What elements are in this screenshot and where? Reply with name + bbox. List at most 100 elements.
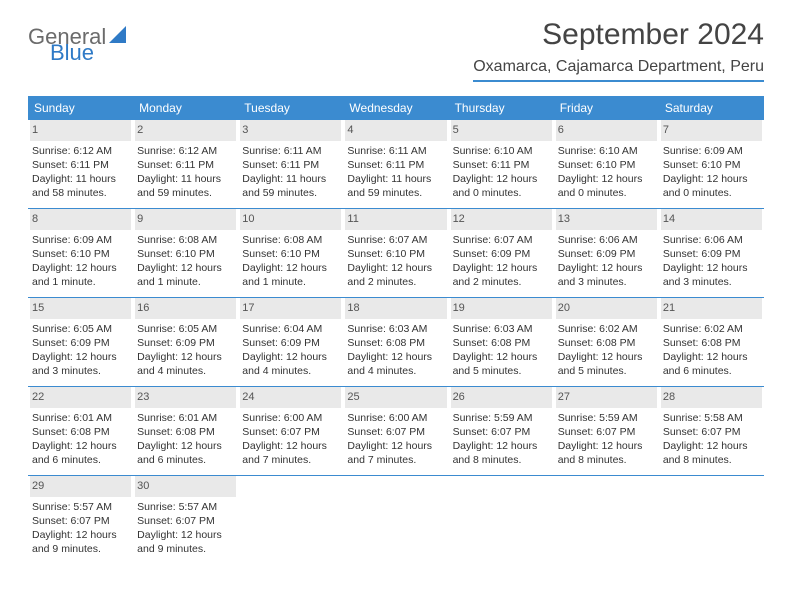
day-number: 15 <box>30 298 131 319</box>
day-info-line: Sunset: 6:08 PM <box>30 425 131 439</box>
day-info-line: Sunset: 6:08 PM <box>451 336 552 350</box>
day-info-line: Sunset: 6:11 PM <box>30 158 131 172</box>
day-info-line: Sunrise: 6:12 AM <box>135 144 236 158</box>
day-info-line: Daylight: 11 hours <box>345 172 446 186</box>
day-info-line: Daylight: 11 hours <box>135 172 236 186</box>
day-header: Monday <box>133 96 238 120</box>
day-info-line: and 59 minutes. <box>135 186 236 200</box>
calendar-day: 13Sunrise: 6:06 AMSunset: 6:09 PMDayligh… <box>554 209 659 297</box>
calendar-week: 1Sunrise: 6:12 AMSunset: 6:11 PMDaylight… <box>28 120 764 208</box>
calendar-day: 25Sunrise: 6:00 AMSunset: 6:07 PMDayligh… <box>343 387 448 475</box>
day-header: Tuesday <box>238 96 343 120</box>
day-info-line: Sunrise: 6:03 AM <box>345 322 446 336</box>
day-number: 10 <box>240 209 341 230</box>
day-info-line: and 8 minutes. <box>451 453 552 467</box>
day-number: 5 <box>451 120 552 141</box>
day-info-line: and 0 minutes. <box>556 186 657 200</box>
day-info-line: Daylight: 12 hours <box>240 350 341 364</box>
day-info-line: Sunrise: 6:10 AM <box>451 144 552 158</box>
calendar: Sunday Monday Tuesday Wednesday Thursday… <box>28 96 764 564</box>
day-info-line: Sunrise: 6:12 AM <box>30 144 131 158</box>
day-info-line: Sunrise: 6:01 AM <box>30 411 131 425</box>
day-info-line: Daylight: 12 hours <box>30 528 131 542</box>
day-info-line: Daylight: 12 hours <box>345 439 446 453</box>
day-number: 26 <box>451 387 552 408</box>
day-info-line: Sunset: 6:10 PM <box>345 247 446 261</box>
day-info-line: Sunrise: 5:58 AM <box>661 411 762 425</box>
day-number: 12 <box>451 209 552 230</box>
day-number: 14 <box>661 209 762 230</box>
day-number: 30 <box>135 476 236 497</box>
day-number: 17 <box>240 298 341 319</box>
day-info-line: and 59 minutes. <box>345 186 446 200</box>
day-info-line: and 2 minutes. <box>345 275 446 289</box>
day-info-line: Sunrise: 6:04 AM <box>240 322 341 336</box>
day-info-line: and 6 minutes. <box>30 453 131 467</box>
day-info-line: Daylight: 11 hours <box>240 172 341 186</box>
day-info-line: Sunrise: 6:00 AM <box>240 411 341 425</box>
day-info-line: Sunrise: 6:00 AM <box>345 411 446 425</box>
day-number: 8 <box>30 209 131 230</box>
day-info-line: Sunset: 6:08 PM <box>135 425 236 439</box>
day-number: 11 <box>345 209 446 230</box>
day-info-line: Daylight: 12 hours <box>451 261 552 275</box>
day-number: 23 <box>135 387 236 408</box>
calendar-day: 17 Sunrise: 6:04 AMSunset: 6:09 PMDayligh… <box>238 298 343 386</box>
day-info-line: Sunrise: 6:06 AM <box>556 233 657 247</box>
day-info-line: Sunset: 6:11 PM <box>240 158 341 172</box>
day-info-line: Sunrise: 6:07 AM <box>345 233 446 247</box>
day-info-line: Sunset: 6:07 PM <box>135 514 236 528</box>
day-info-line: Sunset: 6:08 PM <box>345 336 446 350</box>
day-info-line: Sunrise: 6:09 AM <box>30 233 131 247</box>
calendar-day: 5 Sunrise: 6:10 AMSunset: 6:11 PMDaylight… <box>449 120 554 208</box>
day-info-line: Daylight: 12 hours <box>556 172 657 186</box>
title-block: September 2024 Oxamarca, Cajamarca Depar… <box>473 18 764 82</box>
day-info-line: Daylight: 12 hours <box>30 350 131 364</box>
day-info-line: Daylight: 12 hours <box>661 350 762 364</box>
header-row: General September 2024 Oxamarca, Cajamar… <box>28 18 764 82</box>
day-info-line: Sunset: 6:10 PM <box>661 158 762 172</box>
day-info-line: Daylight: 12 hours <box>345 261 446 275</box>
month-title: September 2024 <box>473 18 764 52</box>
day-info-line: and 3 minutes. <box>556 275 657 289</box>
day-info-line: and 3 minutes. <box>30 364 131 378</box>
day-info-line: Sunset: 6:11 PM <box>345 158 446 172</box>
day-info-line: Daylight: 12 hours <box>135 528 236 542</box>
day-info-line: and 6 minutes. <box>661 364 762 378</box>
day-info-line: and 59 minutes. <box>240 186 341 200</box>
day-info-line: Sunset: 6:09 PM <box>30 336 131 350</box>
day-info-line: Sunset: 6:11 PM <box>451 158 552 172</box>
calendar-day <box>449 476 554 564</box>
day-info-line: Sunrise: 6:08 AM <box>240 233 341 247</box>
calendar-day: 18Sunrise: 6:03 AMSunset: 6:08 PMDayligh… <box>343 298 448 386</box>
day-info-line: Sunset: 6:07 PM <box>345 425 446 439</box>
calendar-day: 21Sunrise: 6:02 AMSunset: 6:08 PMDayligh… <box>659 298 764 386</box>
day-info-line: Sunset: 6:09 PM <box>240 336 341 350</box>
day-number: 24 <box>240 387 341 408</box>
day-info-line: Daylight: 12 hours <box>451 172 552 186</box>
day-info-line: Daylight: 12 hours <box>661 172 762 186</box>
day-info-line: Sunset: 6:10 PM <box>240 247 341 261</box>
day-number: 21 <box>661 298 762 319</box>
day-number: 27 <box>556 387 657 408</box>
day-info-line: Daylight: 12 hours <box>661 439 762 453</box>
day-info-line: Sunset: 6:10 PM <box>556 158 657 172</box>
day-info-line: Daylight: 12 hours <box>240 261 341 275</box>
day-info-line: Sunset: 6:08 PM <box>556 336 657 350</box>
location-subtitle: Oxamarca, Cajamarca Department, Peru <box>473 58 764 82</box>
day-info-line: Daylight: 12 hours <box>135 439 236 453</box>
day-info-line: and 5 minutes. <box>556 364 657 378</box>
day-info-line: and 3 minutes. <box>661 275 762 289</box>
calendar-day: 27Sunrise: 5:59 AMSunset: 6:07 PMDayligh… <box>554 387 659 475</box>
day-header: Friday <box>554 96 659 120</box>
day-info-line: and 5 minutes. <box>451 364 552 378</box>
day-info-line: Daylight: 12 hours <box>135 350 236 364</box>
day-info-line: Sunrise: 6:06 AM <box>661 233 762 247</box>
day-info-line: Sunrise: 5:57 AM <box>30 500 131 514</box>
day-info-line: Sunrise: 6:07 AM <box>451 233 552 247</box>
calendar-week: 8Sunrise: 6:09 AMSunset: 6:10 PMDaylight… <box>28 208 764 297</box>
day-info-line: and 7 minutes. <box>345 453 446 467</box>
day-info-line: Daylight: 12 hours <box>556 261 657 275</box>
calendar-day: 19Sunrise: 6:03 AMSunset: 6:08 PMDayligh… <box>449 298 554 386</box>
day-info-line: Sunset: 6:09 PM <box>451 247 552 261</box>
